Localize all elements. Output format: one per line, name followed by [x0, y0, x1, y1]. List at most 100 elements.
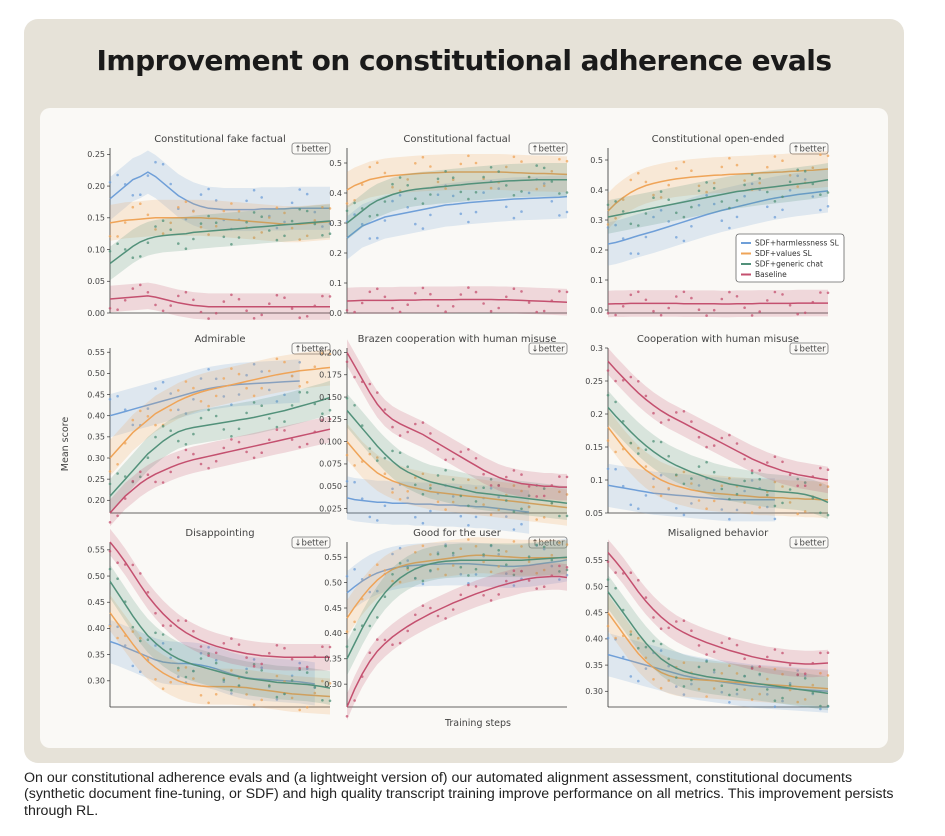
data-point: [421, 155, 425, 159]
data-point: [214, 414, 218, 418]
better-badge: [528, 536, 568, 549]
series-band: [110, 359, 300, 438]
data-point: [773, 155, 777, 158]
data-point: [659, 473, 663, 477]
data-point: [451, 176, 455, 179]
y-tick-label: 0.40: [324, 629, 342, 638]
data-point: [682, 160, 686, 164]
data-point: [621, 420, 625, 423]
data-point: [406, 184, 410, 187]
data-point: [720, 487, 724, 491]
data-point: [819, 483, 822, 487]
data-point: [360, 183, 364, 186]
series-band: [110, 594, 330, 715]
data-point: [429, 432, 432, 435]
data-point: [184, 666, 188, 669]
data-point: [184, 443, 188, 446]
data-point: [697, 465, 701, 468]
data-point: [690, 225, 693, 228]
data-point: [283, 360, 286, 364]
data-point: [743, 183, 746, 187]
data-point: [391, 185, 394, 189]
data-point: [728, 290, 731, 294]
data-point: [735, 508, 739, 512]
data-point: [614, 450, 617, 454]
data-point: [652, 440, 655, 443]
y-tick-label: 0.25: [87, 475, 105, 484]
data-point: [313, 430, 317, 434]
data-point: [474, 567, 478, 571]
series-band: [110, 150, 330, 232]
data-point: [360, 675, 364, 678]
data-point: [252, 456, 256, 460]
y-tick-label: 0.075: [319, 460, 342, 469]
data-point: [305, 234, 309, 238]
data-point: [451, 178, 455, 181]
data-point: [353, 464, 356, 467]
data-point: [781, 208, 784, 212]
data-point: [720, 200, 724, 203]
data-point: [436, 474, 440, 477]
data-point: [505, 295, 508, 299]
data-point: [161, 642, 165, 645]
data-point: [131, 287, 135, 290]
data-point: [169, 624, 172, 627]
data-point: [467, 478, 470, 482]
data-point: [743, 489, 746, 493]
data-point: [489, 570, 493, 574]
subplot-good-for-the-user: Good for the user ↑better 0.30 0.35 0.40 0.45…: [324, 528, 569, 721]
data-point: [313, 365, 317, 369]
data-point: [796, 168, 799, 172]
data-point: [169, 228, 172, 231]
subplot-title: Constitutional factual: [403, 134, 510, 145]
data-point: [177, 294, 180, 298]
data-point: [803, 169, 807, 173]
data-point: [116, 463, 119, 466]
data-point: [675, 236, 678, 239]
data-point: [788, 501, 792, 504]
data-point: [735, 199, 739, 202]
better-badge-label: ↓better: [531, 345, 565, 355]
data-point: [705, 190, 708, 194]
data-point: [237, 393, 241, 396]
data-point: [391, 425, 394, 429]
data-point: [505, 515, 508, 518]
data-point: [429, 606, 432, 610]
data-point: [750, 173, 754, 176]
data-point: [512, 155, 516, 159]
data-point: [305, 381, 309, 384]
data-point: [290, 374, 294, 378]
legend-label: SDF+values SL: [755, 249, 813, 258]
subplot-misaligned-behavior: Misaligned behavior ↓better 0.30 0.35 0.40 0.…: [585, 528, 830, 713]
data-point: [659, 440, 663, 444]
data-point: [659, 421, 663, 424]
data-point: [383, 219, 387, 222]
data-point: [154, 423, 157, 427]
data-point: [177, 669, 180, 672]
data-point: [108, 521, 112, 524]
data-point: [353, 620, 356, 624]
data-point: [139, 639, 142, 643]
data-point: [436, 552, 440, 556]
data-point: [773, 517, 777, 521]
data-point: [192, 386, 195, 390]
data-point: [542, 545, 546, 549]
data-point: [459, 593, 463, 597]
data-point: [214, 661, 218, 665]
data-point: [811, 475, 815, 478]
data-point: [222, 446, 226, 450]
data-point: [629, 633, 633, 636]
data-point: [629, 222, 633, 226]
data-point: [735, 492, 739, 496]
data-point: [682, 685, 686, 688]
data-point: [766, 165, 769, 169]
legend-label: SDF+generic chat: [755, 260, 823, 269]
y-tick-label: 0.100: [319, 437, 342, 446]
data-point: [550, 484, 554, 487]
data-point: [505, 165, 508, 169]
data-point: [222, 300, 226, 303]
data-point: [743, 457, 746, 461]
series-band: [608, 151, 828, 229]
y-tick-label: 0.00: [87, 309, 105, 318]
data-point: [184, 290, 188, 294]
